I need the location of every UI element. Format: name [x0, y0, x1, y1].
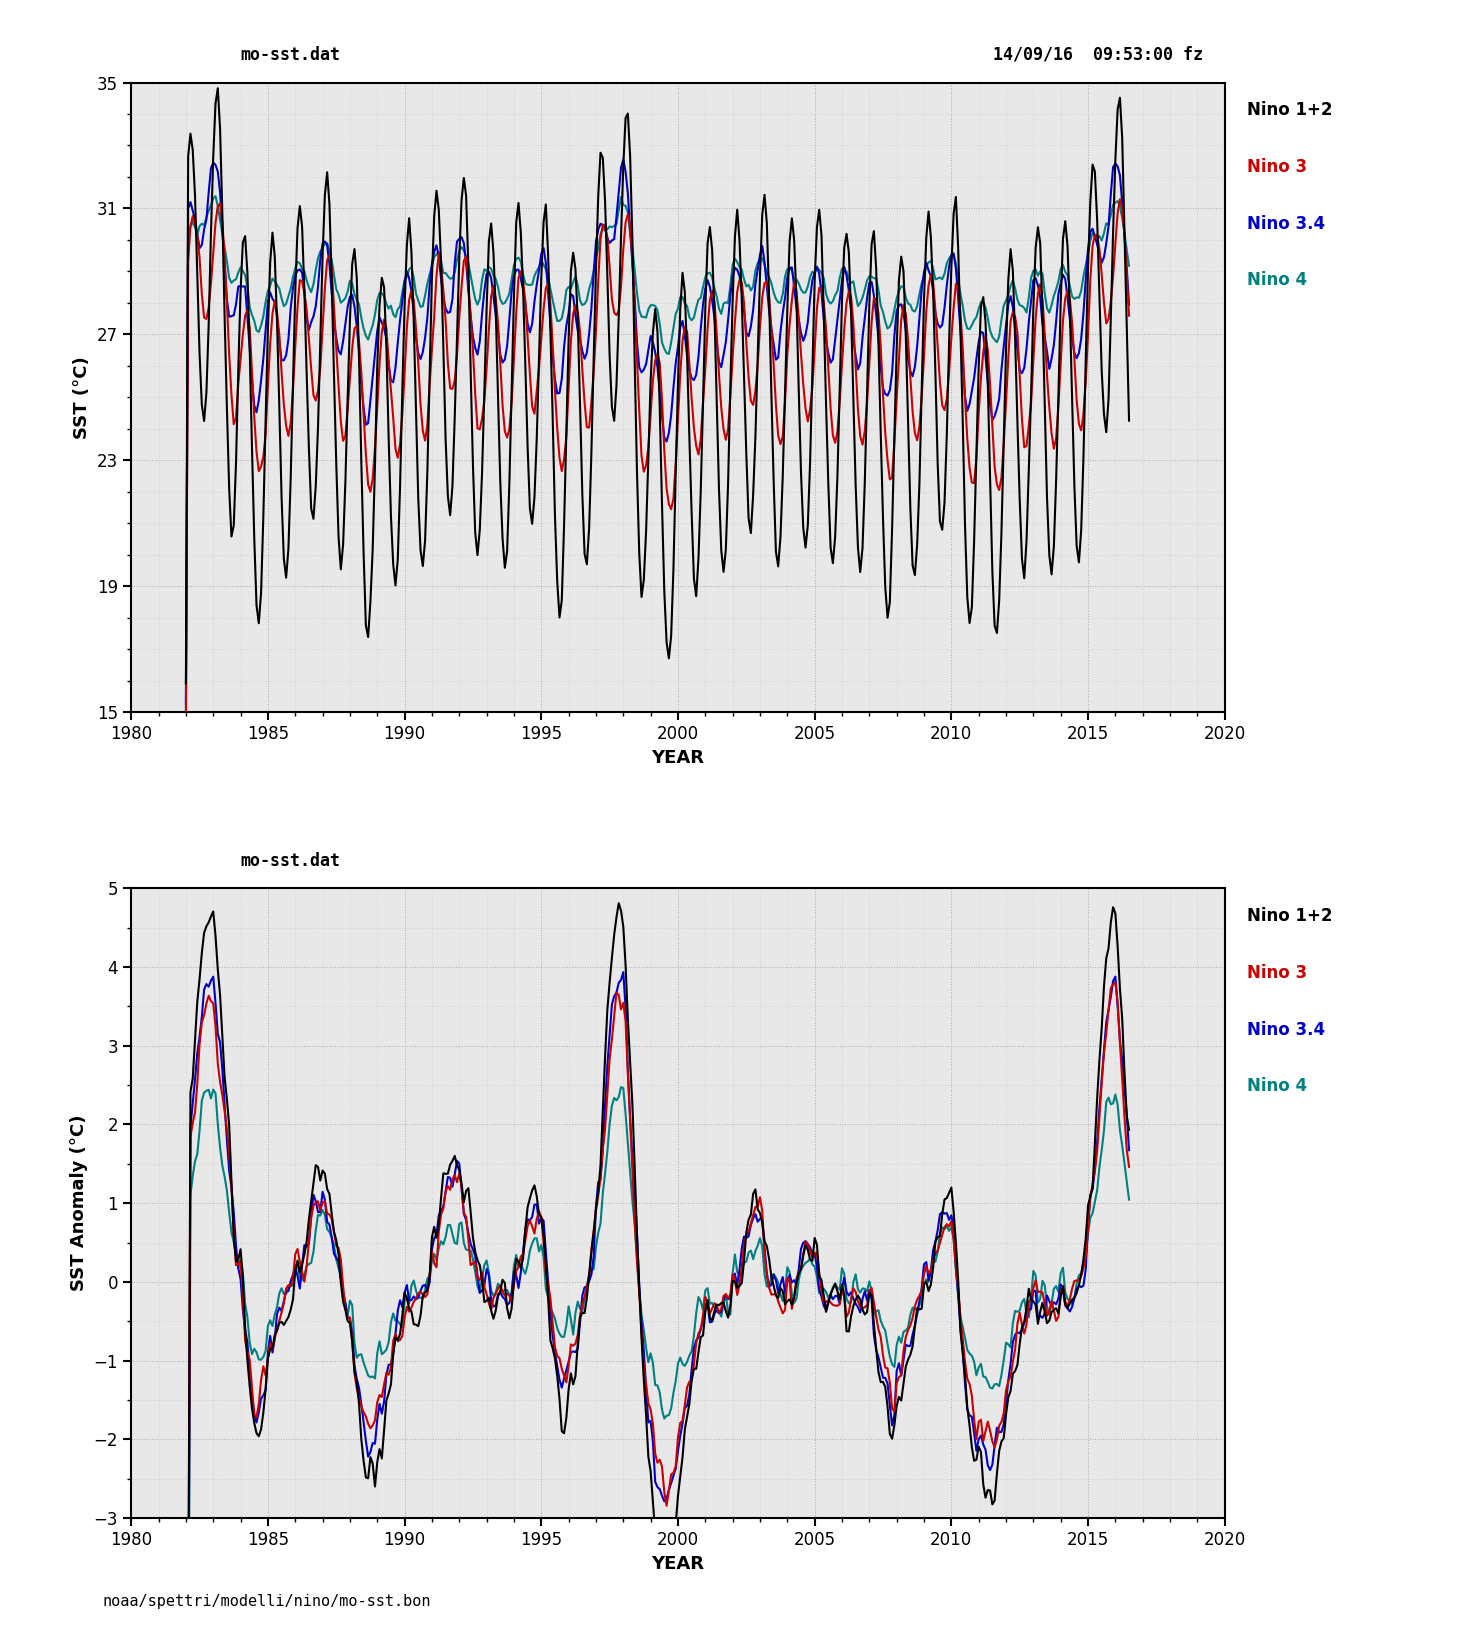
Text: mo-sst.dat: mo-sst.dat: [241, 46, 341, 64]
Text: Nino 4: Nino 4: [1247, 1077, 1306, 1096]
Y-axis label: SST Anomaly (°C): SST Anomaly (°C): [70, 1115, 87, 1292]
Text: Nino 3: Nino 3: [1247, 964, 1306, 982]
Text: Nino 1+2: Nino 1+2: [1247, 908, 1333, 926]
Text: Nino 1+2: Nino 1+2: [1247, 101, 1333, 119]
X-axis label: YEAR: YEAR: [652, 749, 704, 767]
Text: Nino 4: Nino 4: [1247, 271, 1306, 289]
Y-axis label: SST (°C): SST (°C): [73, 356, 92, 439]
Text: Nino 3: Nino 3: [1247, 158, 1306, 177]
X-axis label: YEAR: YEAR: [652, 1554, 704, 1572]
Text: mo-sst.dat: mo-sst.dat: [241, 851, 341, 870]
Text: Nino 3.4: Nino 3.4: [1247, 214, 1325, 233]
Text: noaa/spettri/modelli/nino/mo-sst.bon: noaa/spettri/modelli/nino/mo-sst.bon: [102, 1594, 430, 1609]
Text: Nino 3.4: Nino 3.4: [1247, 1021, 1325, 1038]
Text: 14/09/16  09:53:00 fz: 14/09/16 09:53:00 fz: [993, 46, 1203, 64]
